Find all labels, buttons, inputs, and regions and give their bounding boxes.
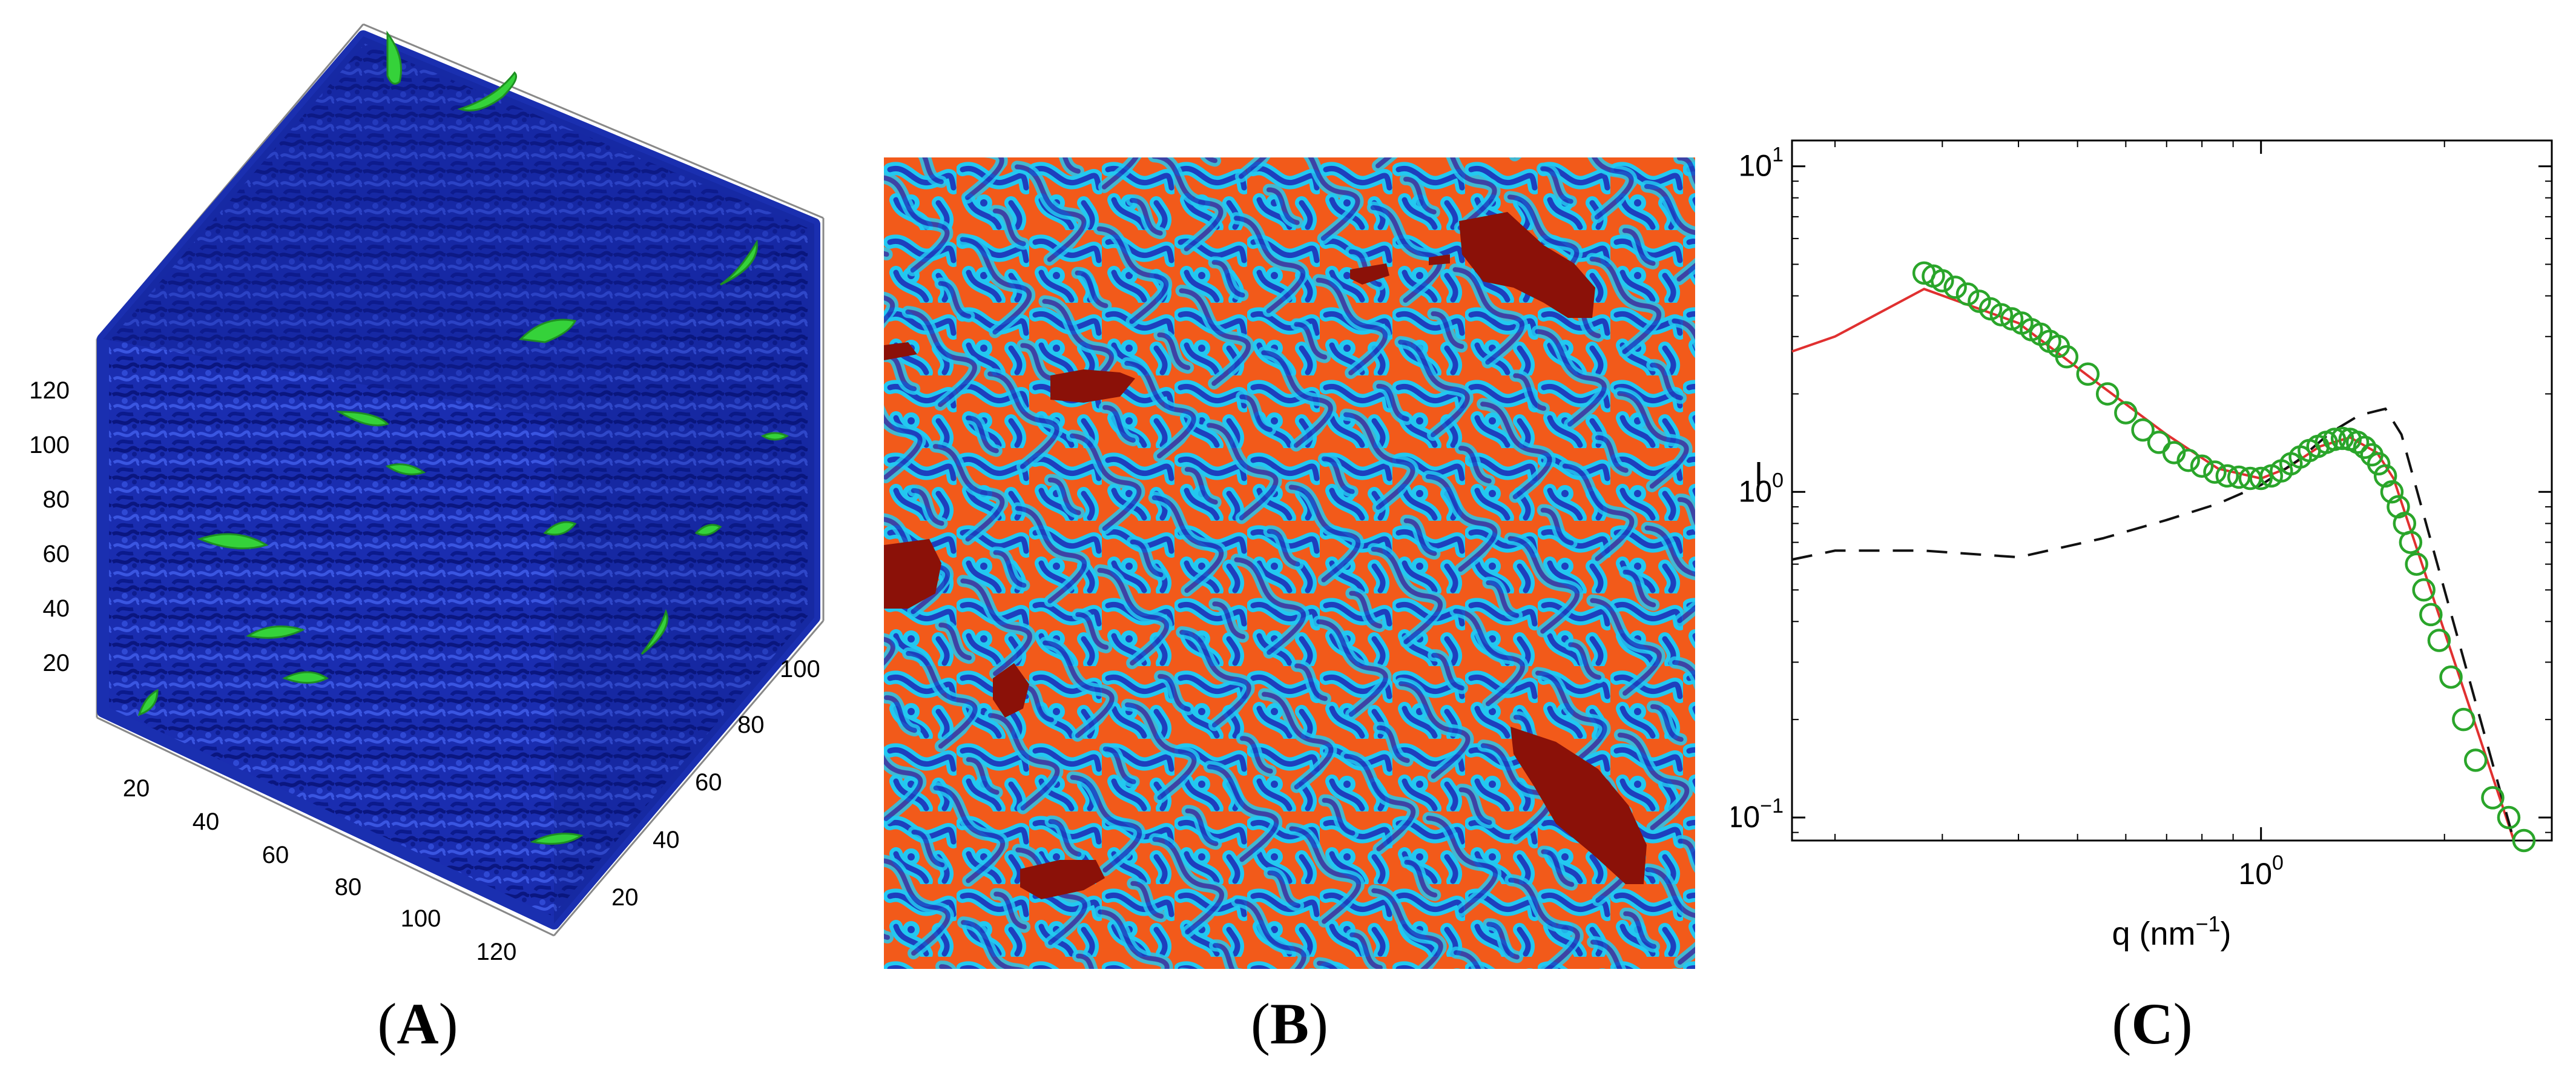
data-point-circle: [2481, 786, 2505, 810]
panel-c: 10−1 100 101 100 I q (nm−1): [1727, 97, 2576, 981]
tick-v-80: 80: [43, 486, 70, 513]
data-point-circle: [2076, 362, 2100, 386]
data-point-circle: [1989, 303, 2014, 326]
x-axis-label: q (nm−1): [2112, 911, 2231, 952]
x-tick-label-base: 10: [2238, 857, 2272, 891]
y-tick-label: 101: [1738, 144, 1784, 183]
axis-front-right: 20 40 60 80 100: [611, 656, 820, 911]
data-point-circle: [2190, 454, 2214, 478]
data-point-circle: [2353, 435, 2377, 460]
data-series: [1791, 261, 2536, 853]
axis-vertical: 20 40 60 80 100 120: [29, 377, 70, 676]
tick-fr-20: 20: [611, 884, 639, 911]
tick-fr-60: 60: [695, 769, 722, 796]
caption-a: (A): [377, 991, 458, 1056]
plot-frame: [1791, 139, 2553, 842]
data-point-circle: [2345, 431, 2370, 454]
data-point-circle: [2497, 805, 2521, 830]
tick-fl-40: 40: [193, 808, 220, 835]
tick-fl-100: 100: [401, 905, 441, 932]
panel-b: [884, 157, 1695, 969]
data-point-circle: [2249, 466, 2273, 491]
data-point-circle: [2439, 665, 2463, 689]
fit-line: [1791, 288, 2515, 841]
x-tick-label-exp: 0: [2272, 851, 2284, 874]
tick-v-120: 120: [29, 377, 70, 404]
y-tick-label: 10−1: [1731, 795, 1784, 834]
tick-fl-60: 60: [262, 842, 289, 868]
panel-a-volume-render: 20 40 60 80 100 120 20 40 60 80 100 120 …: [29, 23, 825, 965]
axis-front-left: 20 40 60 80 100 120: [123, 775, 517, 965]
x-axis-label-close: ): [2221, 916, 2232, 952]
tick-fl-80: 80: [335, 874, 362, 900]
caption-c-letter: C: [2131, 991, 2173, 1056]
data-point-circle: [2387, 495, 2410, 519]
x-axis-label-exp: −1: [2196, 911, 2221, 936]
tick-v-40: 40: [43, 595, 70, 622]
data-point-circle: [2373, 464, 2397, 488]
data-point-circle: [1943, 276, 1967, 299]
x-tick-label: 100: [2238, 851, 2284, 891]
x-axis-label-base: q (nm: [2112, 916, 2195, 952]
y-axis-label: I: [1754, 455, 1763, 492]
panel-a: 20 40 60 80 100 120 20 40 60 80 100 120 …: [0, 0, 860, 981]
data-point-circle: [2203, 460, 2227, 484]
y-tick-label-base: 10: [1731, 800, 1760, 834]
caption-a-letter: A: [397, 991, 439, 1056]
data-point-circle: [2463, 748, 2488, 772]
data-point-circle: [2322, 428, 2347, 451]
data-point-circle: [2131, 418, 2155, 442]
data-point-circle: [2215, 464, 2239, 488]
data-point-circle: [2405, 552, 2428, 576]
caption-c: (C): [2112, 991, 2193, 1056]
panel-b-field-map: [884, 157, 1695, 969]
data-point-circle: [1931, 269, 1954, 292]
data-point-circle: [2162, 441, 2186, 464]
tick-fr-40: 40: [653, 827, 680, 853]
inclusion-blobs: [137, 30, 789, 845]
tick-fr-100: 100: [780, 656, 820, 682]
y-tick-label-base: 10: [1738, 474, 1772, 508]
data-point-circle: [2000, 307, 2024, 331]
caption-b: (B): [1251, 991, 1328, 1056]
y-tick-label-exp: 1: [1772, 144, 1784, 167]
data-point-circle: [2055, 345, 2079, 369]
data-point-circle: [2367, 452, 2391, 476]
caption-b-letter: B: [1270, 991, 1309, 1056]
data-point-circle: [2114, 401, 2138, 425]
tick-fl-20: 20: [123, 775, 150, 802]
data-point-circle: [2330, 426, 2354, 451]
data-point-circle: [2427, 629, 2451, 652]
data-point-circle: [2227, 465, 2251, 489]
network-volume: [97, 30, 820, 930]
tick-fr-80: 80: [737, 712, 765, 738]
tick-v-100: 100: [29, 432, 70, 458]
dashed-model-line: [1791, 407, 2515, 841]
data-point-circle: [2176, 448, 2200, 472]
data-point-circle: [2380, 480, 2404, 504]
data-point-circle: [1955, 282, 1980, 306]
dark-inclusions: [884, 212, 1647, 899]
tick-v-60: 60: [43, 541, 70, 567]
y-tick-label-exp: 0: [1772, 469, 1784, 492]
y-tick-label-exp: −1: [1760, 795, 1784, 818]
data-point-circle: [2095, 382, 2120, 406]
tick-v-20: 20: [43, 650, 70, 676]
data-point-circle: [2512, 828, 2536, 853]
data-point-circle: [2412, 578, 2436, 602]
data-point-circle: [2419, 603, 2443, 627]
data-point-circle: [2452, 707, 2476, 732]
y-tick-label: 100: [1738, 469, 1784, 508]
tick-fl-120: 120: [476, 939, 517, 965]
y-tick-label-base: 10: [1738, 149, 1772, 183]
data-point-circle: [2399, 530, 2423, 554]
